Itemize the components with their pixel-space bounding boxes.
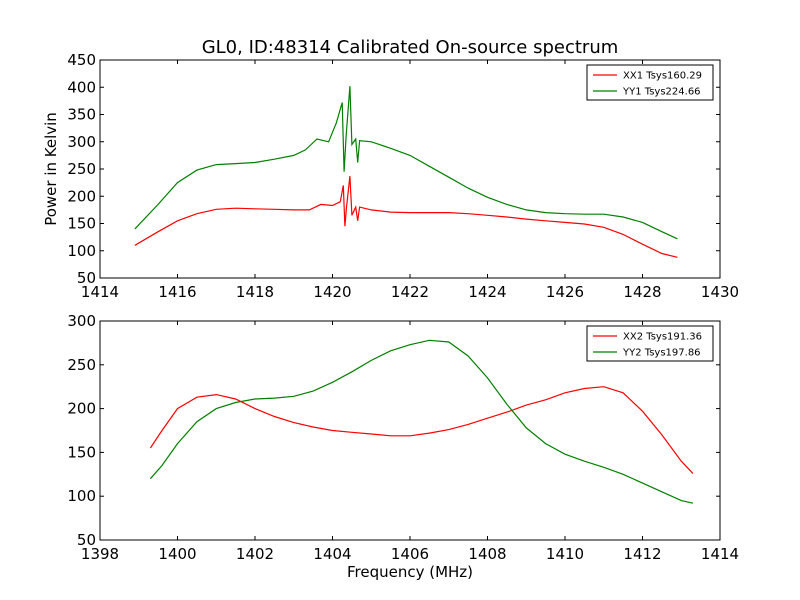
bottom-series-1-line [149,386,694,474]
top-x-tick-label: 1420 [313,283,351,301]
bottom-legend: XX2 Tsys191.36 YY2 Tsys197.86 [586,325,714,362]
top-y-tick-label: 50 [77,269,96,287]
bottom-x-tick-label: 1414 [701,545,739,563]
top-y-tick-label: 150 [67,215,96,233]
bottom-y-tick-label: 50 [77,531,96,549]
bottom-legend-label-1: XX2 Tsys191.36 [623,332,702,343]
top-y-tick-label: 450 [67,51,96,69]
bottom-legend-label-2: YY2 Tsys197.86 [622,348,701,359]
bottom-legend-box [586,325,714,362]
top-x-tick-label: 1422 [391,283,429,301]
top-legend-label-1: XX1 Tsys160.29 [623,71,702,82]
bottom-y-tick-label: 250 [67,356,96,374]
top-legend-label-2: YY1 Tsys224.66 [622,87,701,98]
bottom-x-tick-label: 1398 [81,545,119,563]
bottom-y-tick-label: 200 [67,400,96,418]
top-series-2-line [134,86,678,240]
chart-title: GL0, ID:48314 Calibrated On-source spect… [202,37,619,58]
bottom-x-tick-label: 1404 [313,545,351,563]
bottom-x-tick-label: 1406 [391,545,429,563]
bottom-y-tick-label: 300 [67,312,96,330]
top-panel: 1414 1416 1418 1420 1422 1424 1426 1428 1430 50 10… [67,51,739,301]
bottom-series-2-line [149,339,694,504]
bottom-y-tick-label: 100 [67,487,96,505]
top-y-tick-label: 350 [67,106,96,124]
top-y-tick-label: 300 [67,133,96,151]
top-y-tick-label: 200 [67,187,96,205]
bottom-x-tick-label: 1408 [468,545,506,563]
top-y-tick-label: 100 [67,242,96,260]
top-legend-box [586,64,714,101]
bottom-x-tick-label: 1402 [236,545,274,563]
top-legend: XX1 Tsys160.29 YY1 Tsys224.66 [586,64,714,101]
top-x-tick-label: 1416 [158,283,196,301]
top-series-1-line [134,176,678,258]
bottom-panel: 1398 1400 1402 1404 1406 1408 1410 1412 1414 50 10… [67,312,739,563]
bottom-y-tick-label: 150 [67,443,96,461]
top-x-tick-label: 1426 [546,283,584,301]
top-x-tick-label: 1418 [236,283,274,301]
x-axis-label-bottom: Frequency (MHz) [347,563,473,581]
top-x-tick-label: 1414 [81,283,119,301]
top-x-tick-label: 1424 [468,283,506,301]
top-x-tick-label: 1430 [701,283,739,301]
y-axis-label-top: Power in Kelvin [42,112,60,226]
top-y-tick-label: 250 [67,160,96,178]
top-x-tick-label: 1428 [623,283,661,301]
bottom-x-tick-label: 1410 [546,545,584,563]
bottom-x-tick-label: 1400 [158,545,196,563]
top-y-tick-label: 400 [67,78,96,96]
bottom-x-tick-label: 1412 [623,545,661,563]
